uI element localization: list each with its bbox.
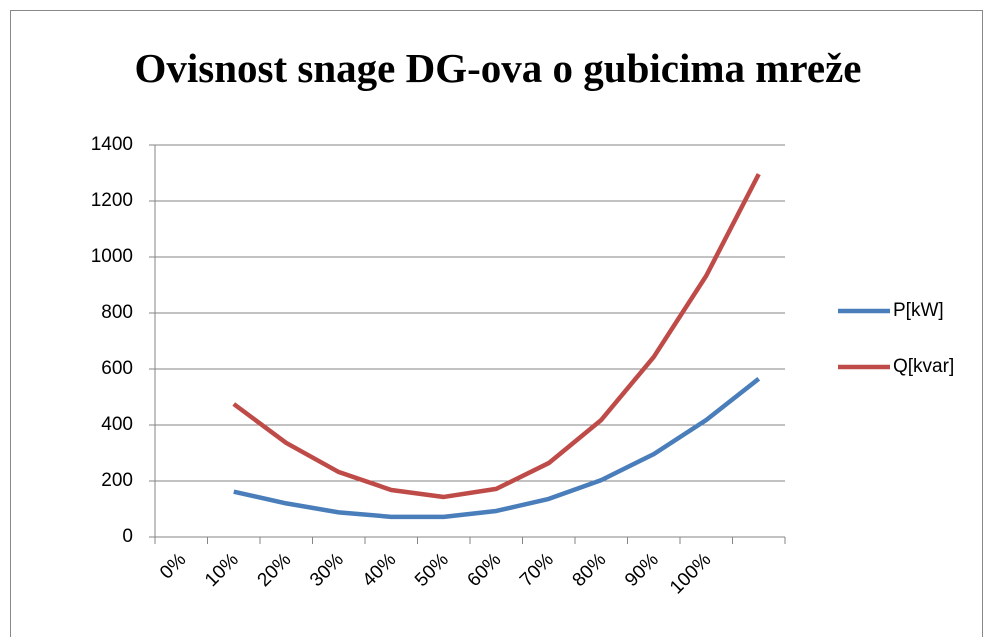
chart-border: [10, 10, 983, 637]
legend-label: Q[kvar]: [893, 356, 954, 377]
y-tick-label: 1200: [91, 190, 133, 211]
legend-label: P[kW]: [893, 300, 944, 321]
x-tick-label: 10%: [201, 549, 243, 591]
y-tick-label: 400: [101, 414, 133, 435]
y-tick-label: 800: [101, 302, 133, 323]
y-tick-label: 0: [122, 526, 133, 547]
y-tick-label: 1400: [91, 134, 133, 155]
x-tick-label: 70%: [516, 549, 558, 591]
x-tick-label: 0%: [156, 549, 190, 583]
x-tick-label: 40%: [359, 549, 401, 591]
y-tick-label: 200: [101, 470, 133, 491]
x-tick-label: 100%: [666, 549, 715, 598]
x-tick-label: 20%: [254, 549, 296, 591]
series-line: [232, 173, 761, 500]
x-tick-label: 30%: [306, 549, 348, 591]
x-tick-label: 60%: [464, 549, 506, 591]
x-tick-label: 50%: [411, 549, 453, 591]
series-line: [233, 377, 761, 520]
y-tick-label: 600: [101, 358, 133, 379]
y-tick-label: 1000: [91, 246, 133, 267]
x-tick-label: 90%: [621, 549, 663, 591]
chart-title: Ovisnost snage DG-ova o gubicima mreže: [134, 45, 862, 91]
x-tick-label: 80%: [569, 549, 611, 591]
